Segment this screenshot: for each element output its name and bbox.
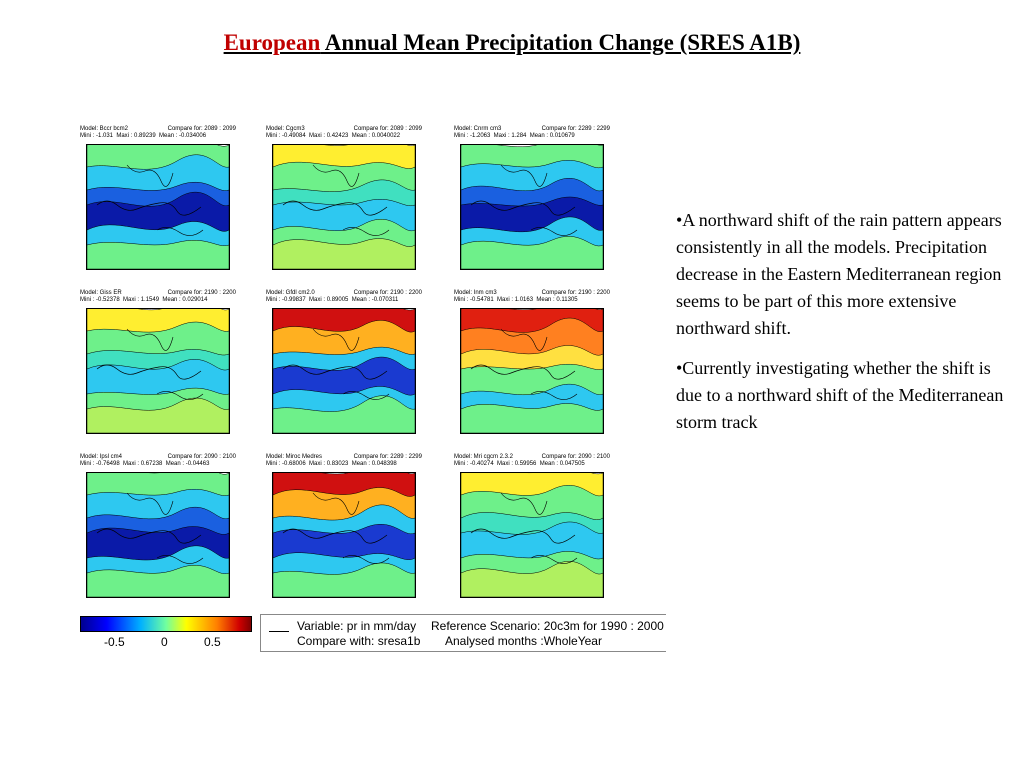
precip-map xyxy=(86,144,230,270)
info-reference: Reference Scenario: 20c3m for 1990 : 200… xyxy=(431,619,664,633)
precip-map xyxy=(460,144,604,270)
panel-stats: Mini : -1.031 Maxi : 0.89239 Mean : -0.0… xyxy=(80,133,207,139)
panel-stats: Mini : -1.2063 Maxi : 1.284 Mean : 0.010… xyxy=(454,133,575,139)
info-compare: Compare with: sresa1b xyxy=(297,634,421,648)
model-panel-gfdl: Model: Gfdl cm2.0 Mini : -0.99837 Maxi :… xyxy=(266,290,436,434)
panel-compare: Compare for: 2289 : 2299 xyxy=(541,126,610,132)
colorbar-tick: 0 xyxy=(161,635,168,649)
precip-map xyxy=(272,144,416,270)
note-paragraph: •A northward shift of the rain pattern a… xyxy=(676,210,1002,338)
model-panel-ipsl: Model: Ipsl cm4 Mini : -0.76498 Maxi : 0… xyxy=(80,454,250,598)
precip-map xyxy=(460,472,604,598)
note-paragraph: •Currently investigating whether the shi… xyxy=(676,358,1004,432)
panel-compare: Compare for: 2190 : 2200 xyxy=(167,290,236,296)
title-highlight: European xyxy=(223,30,321,55)
title-rest: Annual Mean Precipitation Change (SRES A… xyxy=(320,30,801,55)
panel-stats: Mini : -0.52378 Maxi : 1.1549 Mean : 0.0… xyxy=(80,297,208,303)
panel-compare: Compare for: 2289 : 2299 xyxy=(353,454,422,460)
panel-model: Model: Cgcm3 xyxy=(266,126,305,132)
panel-stats: Mini : -0.40274 Maxi : 0.59956 Mean : 0.… xyxy=(454,461,585,467)
precip-map xyxy=(86,472,230,598)
panel-compare: Compare for: 2190 : 2200 xyxy=(541,290,610,296)
model-panel-cnrm: Model: Cnrm cm3 Mini : -1.2063 Maxi : 1.… xyxy=(454,126,624,270)
model-panel-bccr: Model: Bccr bcm2 Mini : -1.031 Maxi : 0.… xyxy=(80,126,250,270)
panel-stats: Mini : -0.54781 Maxi : 1.0163 Mean : 0.1… xyxy=(454,297,578,303)
colorbar-tick: 0.5 xyxy=(204,635,221,649)
panel-model: Model: Ipsl cm4 xyxy=(80,454,123,460)
panel-model: Model: Miroc Medres xyxy=(266,454,323,460)
legend-line-sample xyxy=(269,631,289,632)
model-panel-mri: Model: Mri cgcm 2.3.2 Mini : -0.40274 Ma… xyxy=(454,454,624,598)
panel-model: Model: Giss ER xyxy=(80,290,122,296)
legend-info-box: Variable: pr in mm/day Compare with: sre… xyxy=(260,614,666,652)
model-panel-cgcm3: Model: Cgcm3 Mini : -0.49084 Maxi : 0.42… xyxy=(266,126,436,270)
precip-map xyxy=(86,308,230,434)
panel-model: Model: Mri cgcm 2.3.2 xyxy=(454,454,514,460)
info-months: Analysed months :WholeYear xyxy=(445,634,602,648)
panel-compare: Compare for: 2089 : 2099 xyxy=(167,126,236,132)
panel-stats: Mini : -0.49084 Maxi : 0.42423 Mean : 0.… xyxy=(266,133,401,139)
slide-title: European Annual Mean Precipitation Chang… xyxy=(0,30,1024,56)
model-panel-giss: Model: Giss ER Mini : -0.52378 Maxi : 1.… xyxy=(80,290,250,434)
panel-model: Model: Bccr bcm2 xyxy=(80,126,129,132)
panel-compare: Compare for: 2190 : 2200 xyxy=(353,290,422,296)
panel-compare: Compare for: 2089 : 2099 xyxy=(353,126,422,132)
panel-stats: Mini : -0.68006 Maxi : 0.83023 Mean : 0.… xyxy=(266,461,397,467)
panel-stats: Mini : -0.99837 Maxi : 0.89005 Mean : -0… xyxy=(266,297,399,303)
precip-map xyxy=(272,472,416,598)
model-panel-inm: Model: Inm cm3 Mini : -0.54781 Maxi : 1.… xyxy=(454,290,624,434)
precip-map xyxy=(272,308,416,434)
panel-compare: Compare for: 2090 : 2100 xyxy=(167,454,236,460)
panel-model: Model: Gfdl cm2.0 xyxy=(266,290,315,296)
model-panel-miroc: Model: Miroc Medres Mini : -0.68006 Maxi… xyxy=(266,454,436,598)
panel-stats: Mini : -0.76498 Maxi : 0.67238 Mean : -0… xyxy=(80,461,210,467)
precip-map xyxy=(460,308,604,434)
color-scale-bar xyxy=(80,616,252,632)
colorbar-tick: -0.5 xyxy=(104,635,125,649)
panel-compare: Compare for: 2090 : 2100 xyxy=(541,454,610,460)
panel-model: Model: Inm cm3 xyxy=(454,290,497,296)
panel-model: Model: Cnrm cm3 xyxy=(454,126,502,132)
info-variable: Variable: pr in mm/day xyxy=(297,619,417,633)
notes-text: •A northward shift of the rain pattern a… xyxy=(676,207,1021,449)
